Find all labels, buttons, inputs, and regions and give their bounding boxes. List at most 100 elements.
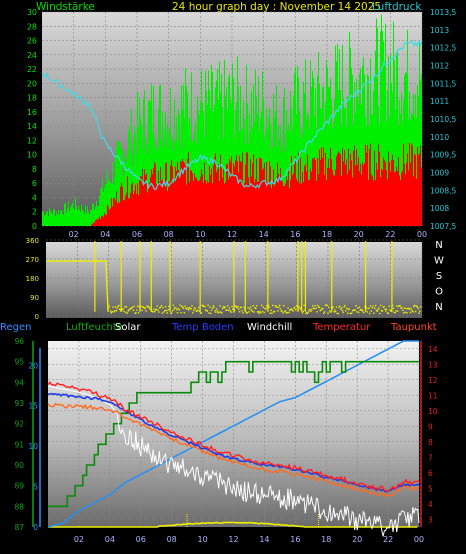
- direction-point: [408, 307, 410, 309]
- direction-point: [231, 305, 233, 308]
- direction-point: [354, 309, 356, 311]
- time-tick-label: 02: [69, 230, 79, 239]
- wind-tick-label: 28: [27, 22, 37, 31]
- direction-point: [376, 310, 378, 312]
- wind-tick-label: 6: [32, 179, 37, 188]
- time-tick-label: 06: [132, 230, 142, 239]
- direction-point: [207, 304, 209, 306]
- direction-point: [283, 305, 285, 307]
- direction-point: [190, 308, 192, 310]
- direction-point: [382, 306, 384, 308]
- pressure-tick-label: 1008: [430, 204, 449, 213]
- direction-point: [397, 305, 400, 308]
- direction-point: [161, 312, 163, 314]
- direction-point: [400, 307, 402, 309]
- rain-tick-label: 15: [28, 402, 38, 411]
- time-tick-label: 12: [227, 230, 237, 239]
- direction-point: [412, 311, 414, 313]
- direction-point: [176, 312, 179, 314]
- direction-point: [240, 306, 242, 309]
- pressure-tick-label: 1011: [430, 97, 449, 106]
- direction-point: [180, 312, 182, 314]
- direction-point: [162, 306, 164, 309]
- direction-point: [283, 310, 286, 313]
- direction-point: [369, 305, 372, 307]
- direction-point: [187, 309, 190, 311]
- direction-point: [341, 309, 344, 312]
- direction-point: [403, 307, 406, 309]
- direction-point: [174, 307, 176, 309]
- wind-tick-label: 10: [27, 151, 37, 160]
- direction-point: [295, 305, 298, 307]
- direction-point: [125, 306, 128, 308]
- direction-point: [344, 304, 346, 307]
- direction-point: [242, 312, 244, 314]
- direction-point: [234, 305, 236, 307]
- direction-point: [121, 309, 123, 311]
- direction-point: [248, 311, 250, 313]
- direction-point: [299, 307, 301, 309]
- direction-point: [329, 311, 332, 313]
- direction-point: [146, 305, 148, 307]
- direction-point: [395, 310, 397, 312]
- direction-point: [227, 305, 229, 307]
- direction-point: [379, 312, 381, 315]
- direction-point: [263, 311, 265, 314]
- direction-point: [356, 311, 358, 313]
- direction-point: [255, 305, 258, 307]
- rain-tick-label: 10: [28, 442, 38, 451]
- direction-point: [261, 310, 264, 313]
- dewpoint-line: [47, 402, 420, 498]
- direction-point: [284, 310, 287, 312]
- humidity-tick-label: 96: [14, 337, 24, 346]
- time-tick-label: 10: [197, 535, 207, 544]
- direction-point: [397, 310, 399, 312]
- direction-point: [414, 310, 417, 313]
- direction-point: [130, 307, 133, 309]
- legend-item: Temperatur: [312, 322, 371, 333]
- direction-point: [131, 306, 134, 308]
- direction-point: [116, 307, 118, 309]
- direction-point: [191, 305, 193, 307]
- direction-point: [288, 311, 290, 314]
- direction-point: [138, 306, 140, 308]
- direction-point: [241, 310, 243, 312]
- direction-point: [270, 309, 272, 312]
- pressure-tick-label: 1009: [430, 169, 449, 178]
- direction-point: [384, 308, 386, 310]
- direction-point: [293, 307, 295, 309]
- wind-tick-label: 30: [27, 8, 37, 17]
- direction-point: [262, 306, 265, 308]
- direction-point: [226, 309, 228, 311]
- direction-point: [361, 308, 363, 311]
- direction-point: [200, 312, 202, 314]
- direction-point: [216, 310, 219, 312]
- direction-point: [314, 304, 316, 307]
- temperature-tick-label: 3: [428, 515, 433, 524]
- direction-point: [268, 306, 270, 308]
- direction-point: [326, 304, 328, 307]
- direction-point: [217, 312, 219, 314]
- direction-point: [390, 310, 392, 312]
- wind-tick-label: 2: [32, 208, 37, 217]
- direction-point: [391, 304, 394, 307]
- direction-point: [278, 306, 280, 308]
- time-tick-label: 22: [385, 230, 395, 239]
- direction-point: [336, 312, 338, 315]
- direction-point: [201, 304, 203, 307]
- legend-item: Luftfeuchte: [66, 322, 123, 333]
- direction-point: [346, 312, 349, 315]
- direction-point: [398, 305, 401, 307]
- direction-point: [318, 306, 321, 308]
- direction-point: [147, 305, 150, 308]
- direction-point: [149, 308, 152, 311]
- direction-point: [172, 304, 174, 306]
- direction-point: [404, 311, 406, 314]
- direction-point: [324, 304, 327, 306]
- direction-point: [197, 309, 199, 311]
- direction-point: [127, 310, 129, 312]
- direction-point: [389, 309, 391, 311]
- direction-point: [385, 308, 388, 310]
- direction-point: [224, 306, 226, 308]
